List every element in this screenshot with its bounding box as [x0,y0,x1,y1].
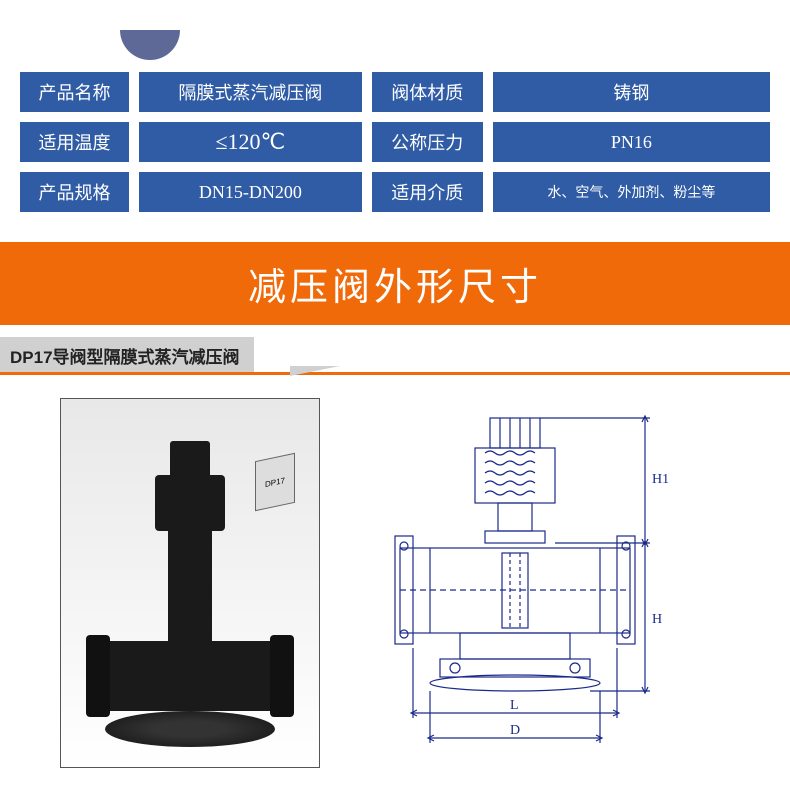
dim-label-h: H [652,612,662,627]
dim-label-d: D [510,723,520,738]
dim-label-h1: H1 [652,472,669,487]
spec-label: 阀体材质 [372,72,483,112]
spec-value: 水、空气、外加剂、粉尘等 [493,172,770,212]
spec-row: 适用温度 ≤120℃ 公称压力 PN16 [20,122,770,162]
spec-label: 公称压力 [372,122,483,162]
product-photo: DP17 [60,398,320,768]
spec-value: ≤120℃ [139,122,362,162]
spec-row: 产品规格 DN15-DN200 适用介质 水、空气、外加剂、粉尘等 [20,172,770,212]
content-images: DP17 [0,398,790,768]
spec-table: 产品名称 隔膜式蒸汽减压阀 阀体材质 铸钢 适用温度 ≤120℃ 公称压力 PN… [0,60,790,242]
subtitle-area: DP17导阀型隔膜式蒸汽减压阀 [0,337,790,374]
product-tag-label: DP17 [255,453,295,512]
dimension-schematic: H1 H L D [360,398,680,768]
spec-label: 适用介质 [372,172,483,212]
subtitle: DP17导阀型隔膜式蒸汽减压阀 [0,337,254,374]
spec-label: 产品规格 [20,172,129,212]
spec-value: 铸钢 [493,72,770,112]
spec-value: PN16 [493,122,770,162]
spec-label: 产品名称 [20,72,129,112]
spec-value: 隔膜式蒸汽减压阀 [139,72,362,112]
blurred-partial-graphic [120,30,180,60]
spec-row: 产品名称 隔膜式蒸汽减压阀 阀体材质 铸钢 [20,72,770,112]
section-header: 减压阀外形尺寸 [0,242,790,325]
dim-label-l: L [510,698,519,713]
separator-line [0,362,790,368]
spec-label: 适用温度 [20,122,129,162]
spec-value: DN15-DN200 [139,172,362,212]
top-product-image-area [0,0,790,60]
